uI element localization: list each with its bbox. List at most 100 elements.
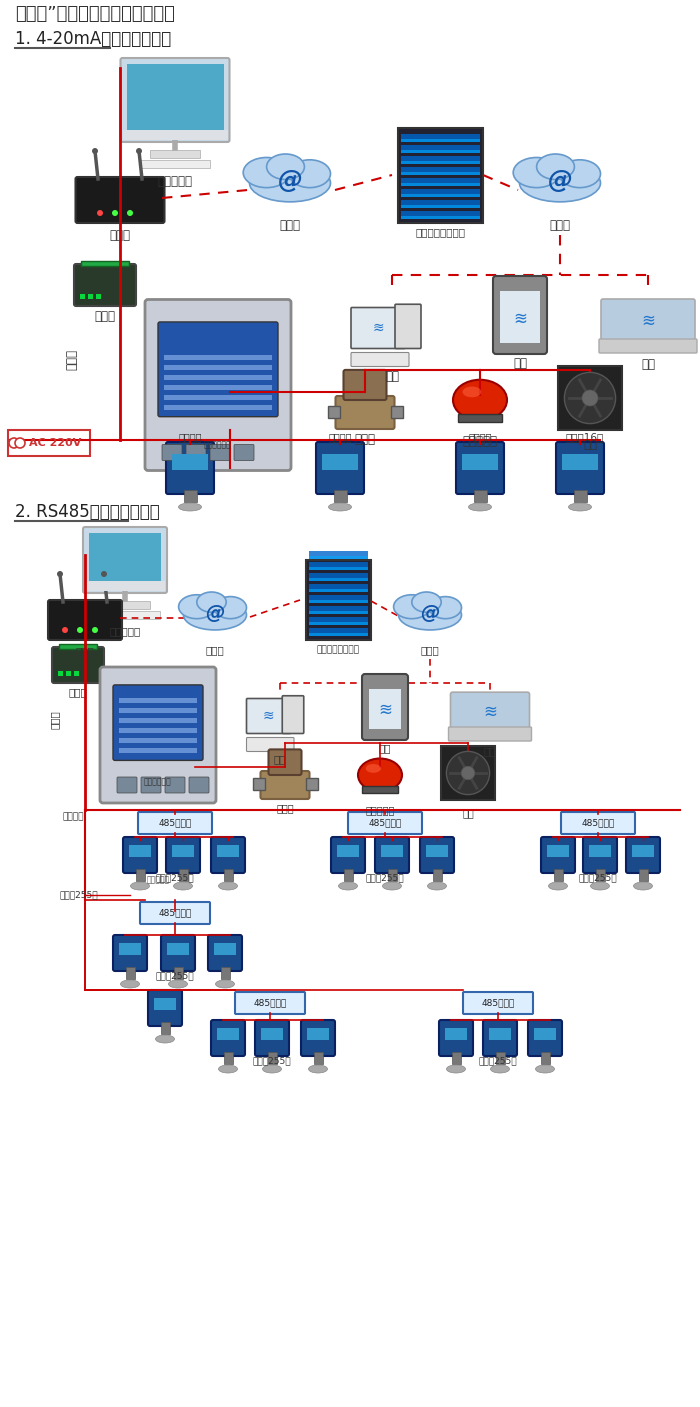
Bar — [88, 294, 93, 300]
Bar — [363, 787, 398, 792]
FancyBboxPatch shape — [344, 370, 386, 400]
Text: 通讯线: 通讯线 — [66, 349, 78, 370]
Bar — [391, 407, 402, 418]
Ellipse shape — [155, 1036, 174, 1043]
Bar — [214, 944, 236, 954]
Ellipse shape — [130, 882, 150, 891]
Bar — [381, 846, 403, 857]
FancyBboxPatch shape — [165, 777, 185, 794]
Ellipse shape — [537, 153, 575, 180]
Bar — [400, 166, 480, 174]
Bar — [632, 846, 654, 857]
FancyBboxPatch shape — [456, 442, 504, 494]
Ellipse shape — [267, 153, 304, 180]
Circle shape — [112, 210, 118, 217]
FancyBboxPatch shape — [316, 442, 364, 494]
FancyBboxPatch shape — [449, 727, 531, 741]
Ellipse shape — [178, 502, 202, 511]
FancyBboxPatch shape — [161, 936, 195, 971]
FancyBboxPatch shape — [260, 771, 309, 799]
Bar — [547, 846, 569, 857]
Bar — [309, 622, 368, 625]
Text: 单机版电脑: 单机版电脑 — [158, 174, 192, 189]
FancyBboxPatch shape — [145, 300, 291, 470]
Text: @: @ — [205, 604, 225, 622]
Bar — [183, 490, 197, 502]
Bar — [558, 366, 622, 431]
Bar — [129, 846, 151, 857]
Text: 485中继器: 485中继器 — [253, 999, 286, 1007]
Text: 可连接255台: 可连接255台 — [579, 872, 617, 882]
Bar — [500, 291, 540, 343]
Ellipse shape — [218, 882, 237, 891]
Bar — [307, 1029, 329, 1040]
FancyBboxPatch shape — [395, 304, 421, 349]
Text: 1. 4-20mA信号连接系统图: 1. 4-20mA信号连接系统图 — [15, 30, 172, 48]
Circle shape — [564, 373, 615, 424]
Bar — [164, 395, 272, 400]
Text: ≋: ≋ — [483, 702, 497, 720]
Circle shape — [582, 390, 598, 407]
Bar — [164, 374, 272, 380]
Circle shape — [127, 210, 133, 217]
Ellipse shape — [393, 595, 430, 619]
Bar — [172, 846, 194, 857]
Bar — [344, 870, 353, 881]
Circle shape — [92, 148, 98, 153]
Text: 可连接255台: 可连接255台 — [479, 1057, 517, 1065]
Text: 2. RS485信号连接系统图: 2. RS485信号连接系统图 — [15, 502, 160, 521]
Text: 可连接255台: 可连接255台 — [155, 872, 195, 882]
Circle shape — [447, 751, 489, 795]
FancyBboxPatch shape — [186, 445, 206, 460]
Bar — [322, 453, 358, 470]
Circle shape — [97, 210, 103, 217]
FancyBboxPatch shape — [52, 647, 104, 682]
Text: 485中继器: 485中继器 — [482, 999, 514, 1007]
FancyBboxPatch shape — [463, 992, 533, 1014]
FancyBboxPatch shape — [117, 777, 137, 794]
Text: 风机: 风机 — [462, 808, 474, 817]
FancyBboxPatch shape — [282, 695, 304, 733]
Bar — [458, 414, 502, 422]
FancyBboxPatch shape — [234, 445, 254, 460]
FancyBboxPatch shape — [138, 812, 212, 834]
Bar — [58, 671, 63, 675]
Ellipse shape — [328, 502, 351, 511]
Circle shape — [57, 571, 63, 577]
Bar — [164, 384, 272, 390]
Text: 转换器: 转换器 — [94, 310, 116, 324]
FancyBboxPatch shape — [561, 812, 635, 834]
Bar — [253, 778, 265, 789]
Bar — [59, 644, 97, 649]
Text: 信号输出: 信号输出 — [468, 432, 491, 442]
Ellipse shape — [634, 882, 652, 891]
Bar — [154, 999, 176, 1010]
FancyBboxPatch shape — [420, 837, 454, 872]
FancyBboxPatch shape — [123, 837, 157, 872]
Ellipse shape — [428, 882, 447, 891]
Bar — [261, 1029, 283, 1040]
Bar — [309, 556, 368, 559]
FancyBboxPatch shape — [113, 685, 203, 760]
Bar — [127, 63, 223, 136]
FancyBboxPatch shape — [626, 837, 660, 872]
Text: 互联网: 互联网 — [421, 644, 440, 656]
Text: @: @ — [277, 169, 302, 193]
Text: 单机版电脑: 单机版电脑 — [109, 626, 141, 636]
Bar — [400, 156, 480, 163]
Ellipse shape — [519, 165, 601, 201]
Ellipse shape — [174, 882, 192, 891]
Text: 电脑: 电脑 — [274, 754, 286, 764]
FancyBboxPatch shape — [113, 936, 147, 971]
Ellipse shape — [513, 158, 560, 187]
FancyBboxPatch shape — [162, 445, 182, 460]
Bar — [314, 1052, 323, 1064]
Text: 声光报警器: 声光报警器 — [365, 805, 395, 815]
Bar — [309, 578, 368, 581]
FancyBboxPatch shape — [100, 667, 216, 803]
Text: ≋: ≋ — [378, 701, 392, 719]
Ellipse shape — [169, 981, 188, 988]
Bar — [398, 128, 482, 222]
Bar — [309, 633, 368, 636]
Bar — [164, 364, 272, 370]
